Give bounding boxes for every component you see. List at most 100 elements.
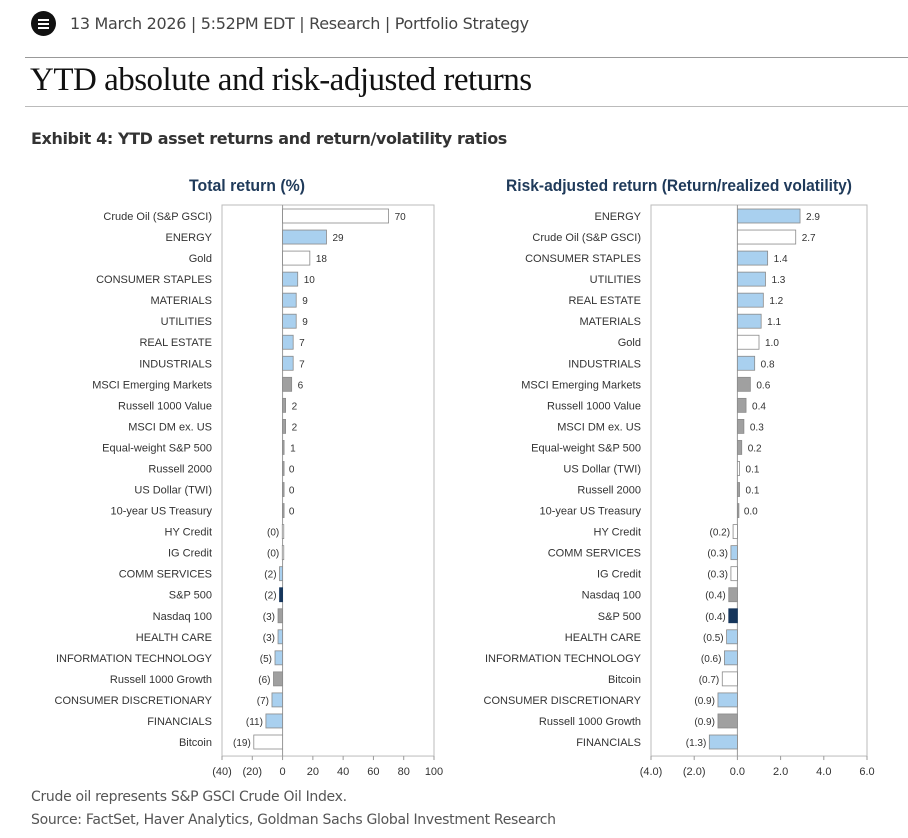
x-tick-label: (40) (212, 766, 232, 778)
bar (737, 271, 766, 287)
data-label: (2) (264, 591, 276, 602)
bar (281, 524, 285, 540)
bar (728, 608, 738, 624)
divider (25, 57, 908, 58)
bar (282, 334, 294, 350)
category-label: FINANCIALS (576, 737, 641, 749)
bar (737, 376, 751, 392)
bar (737, 292, 764, 308)
x-tick-label: (20) (243, 766, 263, 778)
category-label: Equal-weight S&P 500 (102, 442, 212, 454)
bar (737, 418, 745, 434)
category-label: UTILITIES (590, 274, 641, 286)
data-label: (6) (258, 675, 270, 686)
menu-icon[interactable] (31, 11, 56, 36)
category-label: INDUSTRIALS (139, 358, 212, 370)
bar (737, 229, 797, 245)
data-label: (0.6) (701, 654, 722, 665)
x-tick-label: 0.0 (730, 766, 745, 778)
data-label: 1.1 (767, 317, 781, 328)
category-label: IG Credit (597, 569, 641, 581)
bar (282, 397, 287, 413)
data-label: 0.1 (746, 486, 760, 497)
bar (737, 461, 740, 476)
bar (717, 713, 738, 729)
data-label: 29 (332, 233, 344, 244)
category-label: ENERGY (595, 211, 642, 223)
data-label: (0.9) (694, 717, 715, 728)
data-label: 0 (289, 486, 295, 497)
data-label: (0) (267, 528, 279, 539)
category-label: MATERIALS (150, 295, 212, 307)
data-label: (0.2) (710, 528, 731, 539)
bar (730, 545, 738, 561)
data-label: (0) (267, 549, 279, 560)
bar (282, 208, 389, 224)
data-label: 9 (302, 317, 308, 328)
data-label: 1.3 (771, 275, 785, 286)
chart-title: Risk-adjusted return (Return/realized vo… (506, 176, 852, 195)
source-note: Source: FactSet, Haver Analytics, Goldma… (31, 812, 556, 828)
category-label: S&P 500 (598, 611, 641, 623)
data-label: 0 (289, 507, 295, 518)
data-label: 2.7 (802, 233, 816, 244)
category-label: Gold (618, 337, 641, 349)
category-label: Bitcoin (608, 674, 641, 686)
category-label: CONSUMER STAPLES (96, 274, 212, 286)
data-label: (2) (264, 570, 276, 581)
page-title: YTD absolute and risk-adjusted returns (30, 62, 532, 98)
category-label: CONSUMER STAPLES (525, 253, 641, 265)
data-label: (0.7) (699, 675, 720, 686)
data-label: 0.6 (756, 380, 770, 391)
x-tick-label: 4.0 (816, 766, 831, 778)
bar (279, 566, 283, 582)
data-label: (0.3) (707, 549, 728, 560)
bar (282, 461, 285, 476)
data-label: 7 (299, 359, 305, 370)
category-label: INFORMATION TECHNOLOGY (485, 653, 642, 665)
bar (277, 629, 283, 645)
data-label: 7 (299, 338, 305, 349)
category-label: CONSUMER DISCRETIONARY (484, 695, 642, 707)
bar (273, 671, 283, 687)
x-tick-label: 2.0 (773, 766, 788, 778)
category-label: IG Credit (168, 548, 212, 560)
bar (737, 397, 747, 413)
data-label: 0.8 (761, 359, 775, 370)
x-tick-label: (2.0) (683, 766, 706, 778)
category-label: UTILITIES (161, 316, 212, 328)
data-label: 70 (395, 212, 407, 223)
category-label: REAL ESTATE (139, 337, 212, 349)
data-label: (11) (246, 717, 263, 728)
data-label: 0.1 (746, 464, 760, 475)
bar (737, 250, 769, 266)
category-label: MSCI DM ex. US (557, 421, 641, 433)
bar (282, 503, 285, 518)
bar (282, 271, 299, 287)
category-label: 10-year US Treasury (111, 506, 213, 518)
data-label: (0.4) (705, 591, 726, 602)
category-label: Crude Oil (S&P GSCI) (532, 232, 641, 244)
category-label: Bitcoin (179, 737, 212, 749)
bar (282, 418, 287, 434)
divider (25, 106, 908, 107)
data-label: 0.0 (744, 507, 758, 518)
bar (282, 376, 293, 392)
data-label: 1.2 (769, 296, 783, 307)
data-label: (0.9) (694, 696, 715, 707)
category-label: REAL ESTATE (568, 295, 641, 307)
bar (726, 629, 738, 645)
meta-text: 13 March 2026 | 5:52PM EDT | Research | … (70, 14, 529, 33)
data-label: (3) (263, 612, 275, 623)
bar (282, 440, 285, 455)
bar (274, 650, 283, 666)
data-label: 0.4 (752, 401, 766, 412)
bar (253, 734, 283, 750)
category-label: Russell 2000 (148, 463, 212, 475)
bar (721, 671, 738, 687)
footnote: Crude oil represents S&P GSCI Crude Oil … (31, 789, 347, 805)
x-tick-label: 0 (280, 766, 286, 778)
bar (737, 355, 756, 371)
category-label: CONSUMER DISCRETIONARY (55, 695, 213, 707)
bar (271, 692, 283, 708)
